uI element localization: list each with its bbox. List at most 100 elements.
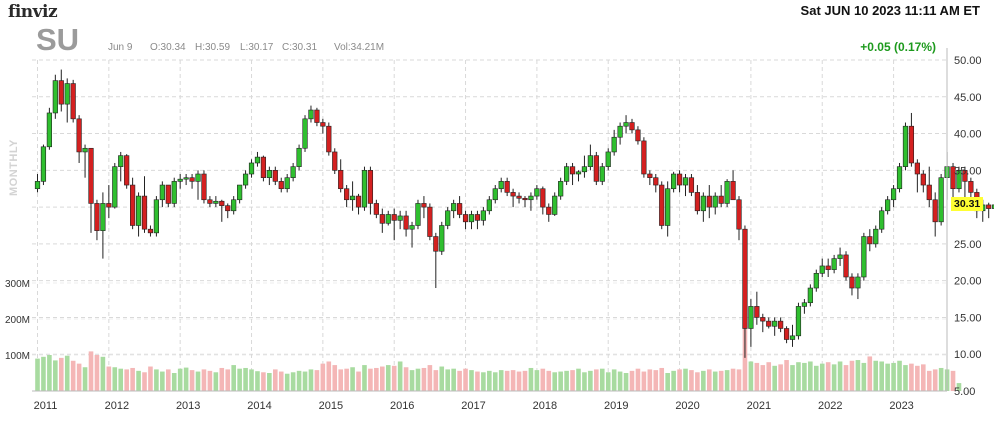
volume-bar (463, 368, 468, 391)
volume-bar (855, 360, 861, 391)
grid-lines (32, 59, 947, 392)
volume-bar (70, 360, 76, 391)
volume-bar (677, 369, 682, 391)
volume-bar (599, 368, 605, 391)
candle-body (795, 306, 802, 337)
candle-body (391, 214, 397, 221)
candle-body (219, 200, 225, 206)
volume-bar (154, 369, 159, 391)
volume-bar (635, 368, 641, 391)
candle-body (700, 195, 706, 212)
volume-bar (391, 365, 397, 391)
candle-body (290, 166, 296, 178)
year-tick-label: 2012 (105, 400, 129, 412)
volume-bar (641, 371, 647, 391)
candle-body (492, 188, 498, 201)
volume-bar (249, 369, 254, 391)
candle-body (338, 170, 344, 190)
candle-body (427, 206, 433, 237)
volume-bar (58, 357, 64, 391)
volume-bar (843, 365, 849, 391)
candle-body (177, 178, 183, 182)
volume-bar (88, 351, 94, 391)
price-tick-label: 45.00 (954, 92, 982, 104)
candle-body (688, 177, 695, 193)
volume-bar (683, 368, 688, 391)
candle-body (409, 225, 415, 230)
candle-body (956, 170, 962, 190)
candle-body (879, 210, 885, 230)
candle-body (326, 125, 332, 153)
candle-body (783, 328, 790, 340)
candle-body (653, 177, 659, 186)
candle-body (159, 184, 165, 201)
volume-bar (879, 361, 884, 391)
year-tick-label: 2019 (604, 400, 628, 412)
volume-bar (177, 368, 183, 391)
volume-bar (338, 369, 343, 391)
candle-body (260, 156, 267, 178)
candle-body (528, 195, 534, 201)
current-datetime: Sat JUN 10 2023 11:11 AM ET (800, 3, 980, 18)
candle-body (474, 214, 481, 221)
candle-body (486, 199, 492, 212)
candle-body (849, 276, 855, 289)
volume-bar (273, 369, 278, 391)
volume-bar (617, 371, 623, 391)
volume-bar (302, 371, 308, 391)
volume-bar (231, 365, 236, 391)
candle-body (445, 210, 451, 226)
volume-bar (237, 368, 242, 391)
candle-body (896, 166, 903, 190)
candle-body (266, 170, 272, 178)
candle-body (52, 80, 58, 114)
candle-body (789, 335, 796, 340)
volume-bar (504, 370, 510, 391)
candle-body (373, 203, 379, 215)
candle-body (855, 276, 861, 289)
candle-body (778, 320, 784, 329)
candles (34, 69, 994, 358)
price-tick-label: 50.00 (954, 55, 982, 67)
candle-body (70, 83, 76, 120)
volume-bar (897, 360, 902, 391)
volume-bar (718, 370, 724, 391)
volume-tick-label: 300M (5, 279, 30, 290)
volume-bar (748, 361, 754, 391)
candle-body (564, 166, 570, 182)
candle-body (676, 173, 683, 186)
candle-body (867, 236, 873, 245)
price-tick-label: 5.00 (954, 386, 975, 398)
candle-body (611, 136, 617, 153)
candle-body (421, 203, 427, 208)
volume-bar (201, 369, 207, 391)
volume-bar (522, 370, 528, 391)
candle-body (950, 166, 956, 190)
volume-bar (374, 367, 379, 391)
candle-body (302, 118, 308, 149)
candle-body (819, 265, 825, 274)
volume-bar (142, 372, 147, 391)
candle-body (504, 181, 510, 193)
volume-bar (576, 368, 581, 391)
volume-bar (528, 367, 534, 391)
candle-body (748, 306, 754, 329)
candle-body (332, 151, 338, 171)
candle-body (920, 173, 926, 186)
year-tick-label: 2021 (747, 400, 771, 412)
volume-bar (724, 370, 730, 391)
volume-bar (605, 372, 611, 391)
volume-bar (445, 369, 451, 391)
volume-bar (956, 383, 962, 391)
candle-body (361, 170, 368, 208)
low-value: L:30.17 (240, 42, 274, 53)
volume-bar (332, 365, 338, 391)
candle-body (540, 188, 546, 208)
volume-bar (76, 363, 82, 391)
finviz-logo[interactable]: finviz (8, 2, 58, 22)
candle-body (724, 181, 730, 204)
volume-bar (516, 371, 522, 391)
volume-bar (457, 370, 462, 391)
volume-bar (433, 370, 439, 391)
volume-bar (284, 373, 290, 391)
